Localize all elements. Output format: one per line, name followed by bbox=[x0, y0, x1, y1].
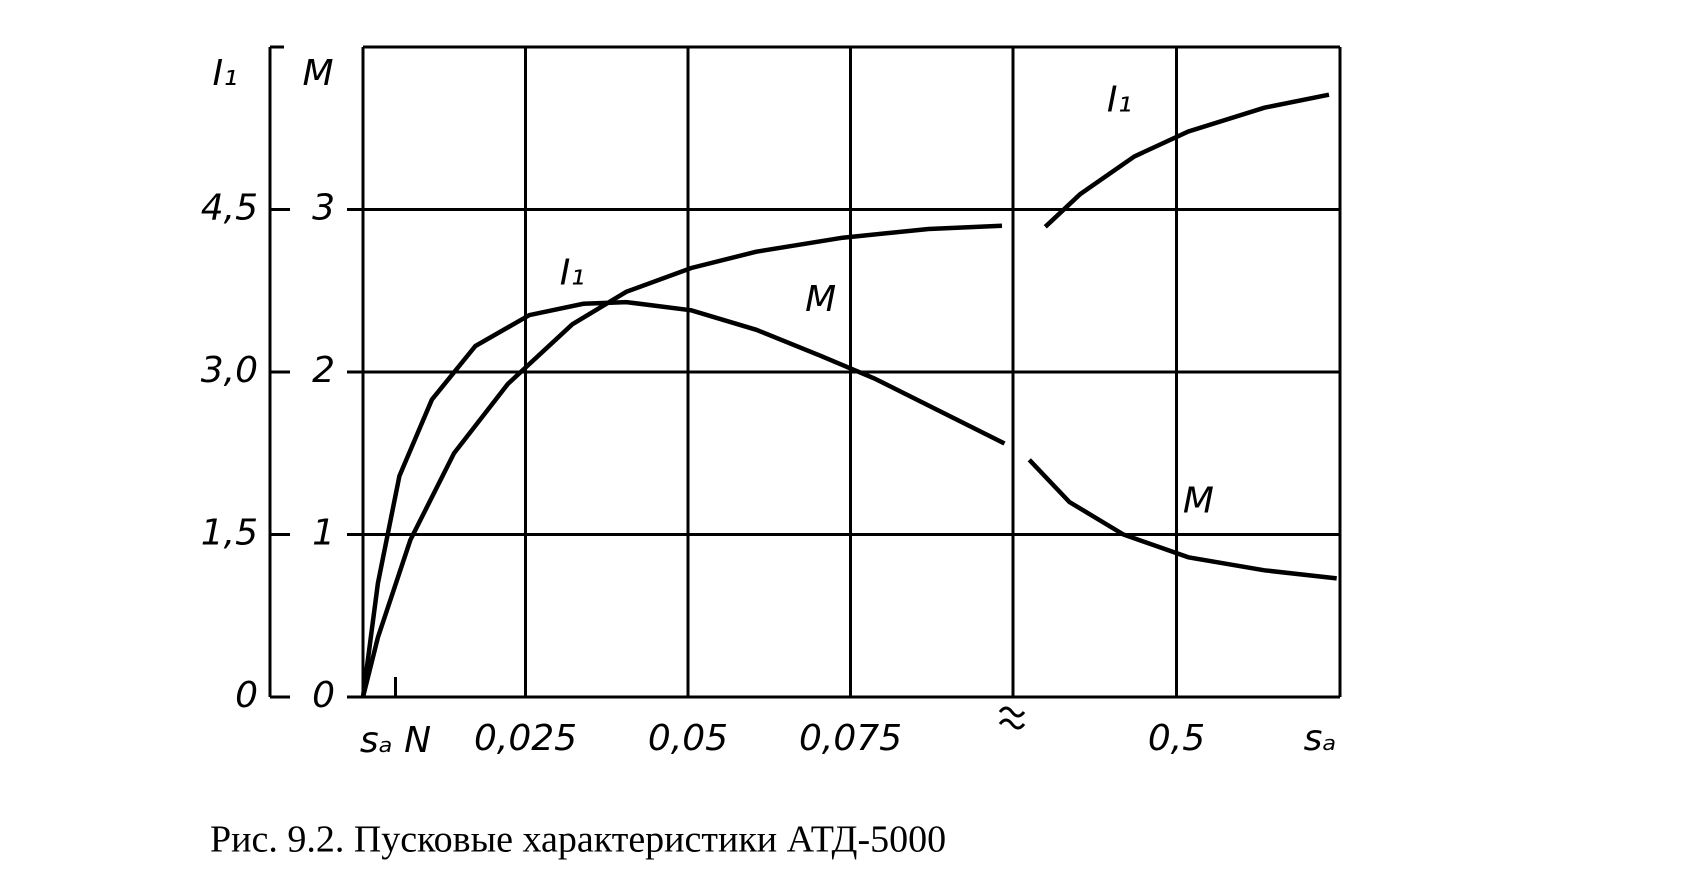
axis-break bbox=[998, 706, 1026, 730]
curve bbox=[1027, 458, 1337, 581]
y-tick-label: 1 bbox=[312, 513, 335, 554]
y-tick-label: 3 bbox=[312, 188, 335, 229]
y-tick-label: 2 bbox=[312, 350, 335, 391]
x-tick-label: 0,075 bbox=[799, 718, 902, 759]
curve-label: M bbox=[1183, 480, 1214, 521]
curve bbox=[360, 223, 1003, 698]
y2-tick-label: 1,5 bbox=[201, 513, 258, 554]
curve bbox=[360, 299, 1006, 698]
x-tick-label: 0,05 bbox=[648, 718, 728, 759]
curve-label: M bbox=[805, 279, 836, 320]
y2-tick-label: 4,5 bbox=[201, 188, 258, 229]
y2-axis-label: I₁ bbox=[212, 53, 237, 94]
x-axis-label: sₐ bbox=[1304, 718, 1337, 759]
x-tick-label: 0,5 bbox=[1148, 718, 1205, 759]
x-tick-label: 0,025 bbox=[474, 718, 577, 759]
y-axis-label: M bbox=[302, 53, 333, 94]
curve-label: I₁ bbox=[560, 252, 585, 293]
caption: Рис. 9.2. Пусковые характеристики АТД-50… bbox=[210, 819, 946, 861]
y2-tick-label: 0 bbox=[235, 675, 258, 716]
curve bbox=[1043, 92, 1330, 229]
annotation: sₐ N bbox=[360, 720, 431, 761]
curve-label: I₁ bbox=[1107, 79, 1132, 120]
y-tick-label: 0 bbox=[312, 675, 335, 716]
y2-tick-label: 3,0 bbox=[201, 350, 258, 391]
